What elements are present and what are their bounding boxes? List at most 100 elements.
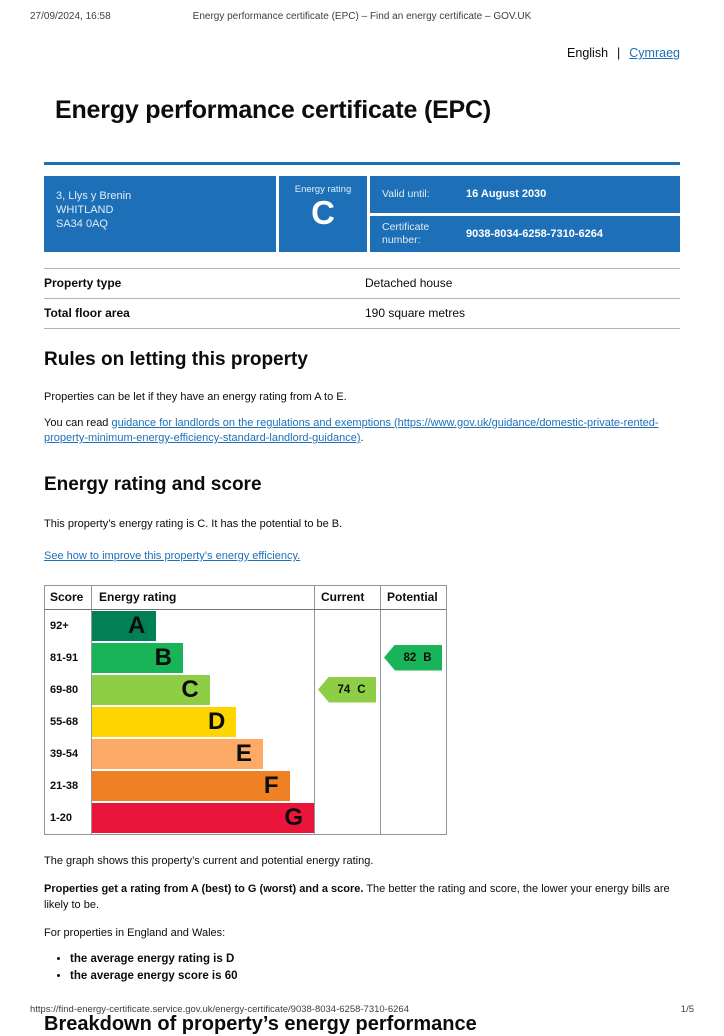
current-column-cell bbox=[314, 801, 380, 834]
epc-band-row-e: 39-54 E bbox=[45, 737, 446, 770]
property-type-value: Detached house bbox=[365, 276, 453, 290]
potential-column-cell bbox=[380, 705, 446, 738]
band-score-range: 92+ bbox=[50, 619, 69, 632]
energy-rating-label: Energy rating bbox=[294, 184, 352, 195]
current-column-cell bbox=[314, 705, 380, 738]
rating-summary-text: This property’s energy rating is C. It h… bbox=[44, 517, 343, 530]
epc-band-row-a: 92+ A bbox=[45, 609, 446, 642]
banner-valid-until: Valid until: 16 August 2030 bbox=[370, 176, 680, 213]
band-bar-area: A bbox=[91, 609, 314, 642]
averages-intro: For properties in England and Wales: bbox=[44, 927, 226, 939]
band-bar-e: E bbox=[92, 738, 263, 769]
potential-column-cell bbox=[380, 769, 446, 802]
band-letter: A bbox=[128, 611, 146, 639]
page-title: Energy performance certificate (EPC) bbox=[55, 96, 492, 124]
epc-band-row-f: 21-38 F bbox=[45, 769, 446, 802]
graph-caption: The graph shows this property’s current … bbox=[44, 854, 374, 867]
print-footer: https://find-energy-certificate.service.… bbox=[30, 1004, 694, 1015]
average-rating-item: the average energy rating is D bbox=[70, 952, 680, 967]
banner-address: 3, Llys y Brenin WHITLAND SA34 0AQ bbox=[44, 176, 276, 252]
print-header: 27/09/2024, 16:58 Energy performance cer… bbox=[0, 11, 724, 22]
print-footer-page: 1/5 bbox=[680, 1004, 694, 1015]
chart-band-rows: 92+ A 81-91 B 69-80 C 55-68 D 39-54 E 21-38 F 1-20 G bbox=[45, 609, 446, 834]
band-score-range: 39-54 bbox=[50, 747, 79, 760]
current-column-cell bbox=[314, 641, 380, 674]
potential-rating-score: 82 bbox=[403, 651, 417, 664]
address-line-1: 3, Llys y Brenin bbox=[56, 190, 132, 202]
potential-column-cell bbox=[380, 673, 446, 706]
current-rating-score: 74 bbox=[337, 683, 351, 696]
language-current: English bbox=[567, 46, 609, 60]
average-score-item: the average energy score is 60 bbox=[70, 969, 680, 984]
chart-header-potential: Potential bbox=[380, 585, 446, 609]
language-link-cymraeg[interactable]: Cymraeg bbox=[629, 46, 680, 60]
table-row-floor-area: Total floor area 190 square metres bbox=[44, 298, 680, 328]
floor-area-label: Total floor area bbox=[44, 306, 130, 320]
banner-certificate-number: Certificate number: 9038-8034-6258-7310-… bbox=[370, 215, 680, 252]
band-bar-area: E bbox=[91, 737, 314, 770]
print-datetime: 27/09/2024, 16:58 bbox=[30, 11, 111, 22]
rating-explainer: Properties get a rating from A (best) to… bbox=[44, 882, 680, 913]
rating-explainer-bold: Properties get a rating from A (best) to… bbox=[44, 883, 364, 895]
property-type-label: Property type bbox=[44, 276, 122, 290]
band-score-range: 69-80 bbox=[50, 683, 79, 696]
chart-header-score: Score bbox=[50, 590, 84, 604]
band-score-range: 1-20 bbox=[50, 811, 73, 824]
letting-rules-heading: Rules on letting this property bbox=[44, 349, 308, 370]
potential-column-cell bbox=[380, 737, 446, 770]
band-bar-d: D bbox=[92, 706, 237, 737]
potential-column-cell bbox=[380, 609, 446, 642]
print-footer-url: https://find-energy-certificate.service.… bbox=[30, 1004, 409, 1015]
title-rule bbox=[44, 162, 680, 165]
address-line-2: WHITLAND bbox=[56, 204, 114, 216]
current-rating-letter: C bbox=[357, 683, 366, 696]
epc-band-row-b: 81-91 B bbox=[45, 641, 446, 674]
energy-rating-chart: Score Energy rating Current Potential 92… bbox=[44, 584, 447, 835]
band-bar-area: F bbox=[91, 769, 314, 802]
energy-rating-value: C bbox=[311, 194, 335, 231]
breakdown-heading: Breakdown of property’s energy performan… bbox=[44, 1012, 477, 1035]
landlord-guidance-link[interactable]: guidance for landlords on the regulation… bbox=[44, 416, 659, 445]
potential-rating-letter: B bbox=[423, 651, 432, 664]
band-bar-b: B bbox=[92, 642, 184, 673]
band-letter: C bbox=[181, 675, 199, 703]
chart-header-rating: Energy rating bbox=[91, 585, 314, 609]
band-bar-area: D bbox=[91, 705, 314, 738]
current-rating-arrow: 74 C bbox=[318, 676, 376, 703]
band-bar-area: B bbox=[91, 641, 314, 674]
band-score-range: 55-68 bbox=[50, 715, 79, 728]
letting-rules-guidance: You can read guidance for landlords on t… bbox=[44, 416, 680, 447]
guidance-prefix: You can read bbox=[44, 416, 112, 429]
banner-energy-rating: Energy rating C bbox=[279, 176, 367, 252]
property-summary-table: Property type Detached house Total floor… bbox=[44, 268, 680, 329]
epc-band-row-g: 1-20 G bbox=[45, 801, 446, 834]
improve-efficiency-link[interactable]: See how to improve this property’s energ… bbox=[44, 550, 301, 562]
rating-explainer-rest: The better the rating and score, the low… bbox=[44, 883, 670, 911]
band-bar-g: G bbox=[92, 802, 314, 833]
valid-until-label: Valid until: bbox=[382, 187, 430, 200]
band-score-range: 21-38 bbox=[50, 779, 79, 792]
band-letter: E bbox=[235, 739, 252, 767]
band-letter: D bbox=[207, 707, 226, 735]
guidance-suffix: . bbox=[360, 432, 364, 444]
language-divider: | bbox=[617, 46, 621, 60]
band-letter: B bbox=[154, 643, 173, 671]
certificate-number-label: Certificate number: bbox=[382, 220, 430, 246]
band-bar-f: F bbox=[92, 770, 290, 801]
current-column-cell bbox=[314, 673, 380, 706]
epc-band-row-d: 55-68 D bbox=[45, 705, 446, 738]
address-line-3: SA34 0AQ bbox=[56, 218, 108, 230]
valid-until-value: 16 August 2030 bbox=[466, 188, 547, 201]
rating-score-heading: Energy rating and score bbox=[44, 473, 262, 495]
banner-details: Valid until: 16 August 2030 Certificate … bbox=[370, 176, 680, 252]
current-column-cell bbox=[314, 609, 380, 642]
current-column-cell bbox=[314, 737, 380, 770]
band-score-range: 81-91 bbox=[50, 651, 79, 664]
print-document-title: Energy performance certificate (EPC) – F… bbox=[192, 11, 532, 22]
floor-area-value: 190 square metres bbox=[365, 306, 466, 320]
band-bar-area: C bbox=[91, 673, 314, 706]
band-bar-c: C bbox=[92, 674, 210, 705]
chart-header-current: Current bbox=[314, 585, 380, 609]
potential-column-cell bbox=[380, 641, 446, 674]
certificate-number-value: 9038-8034-6258-7310-6264 bbox=[466, 227, 604, 240]
